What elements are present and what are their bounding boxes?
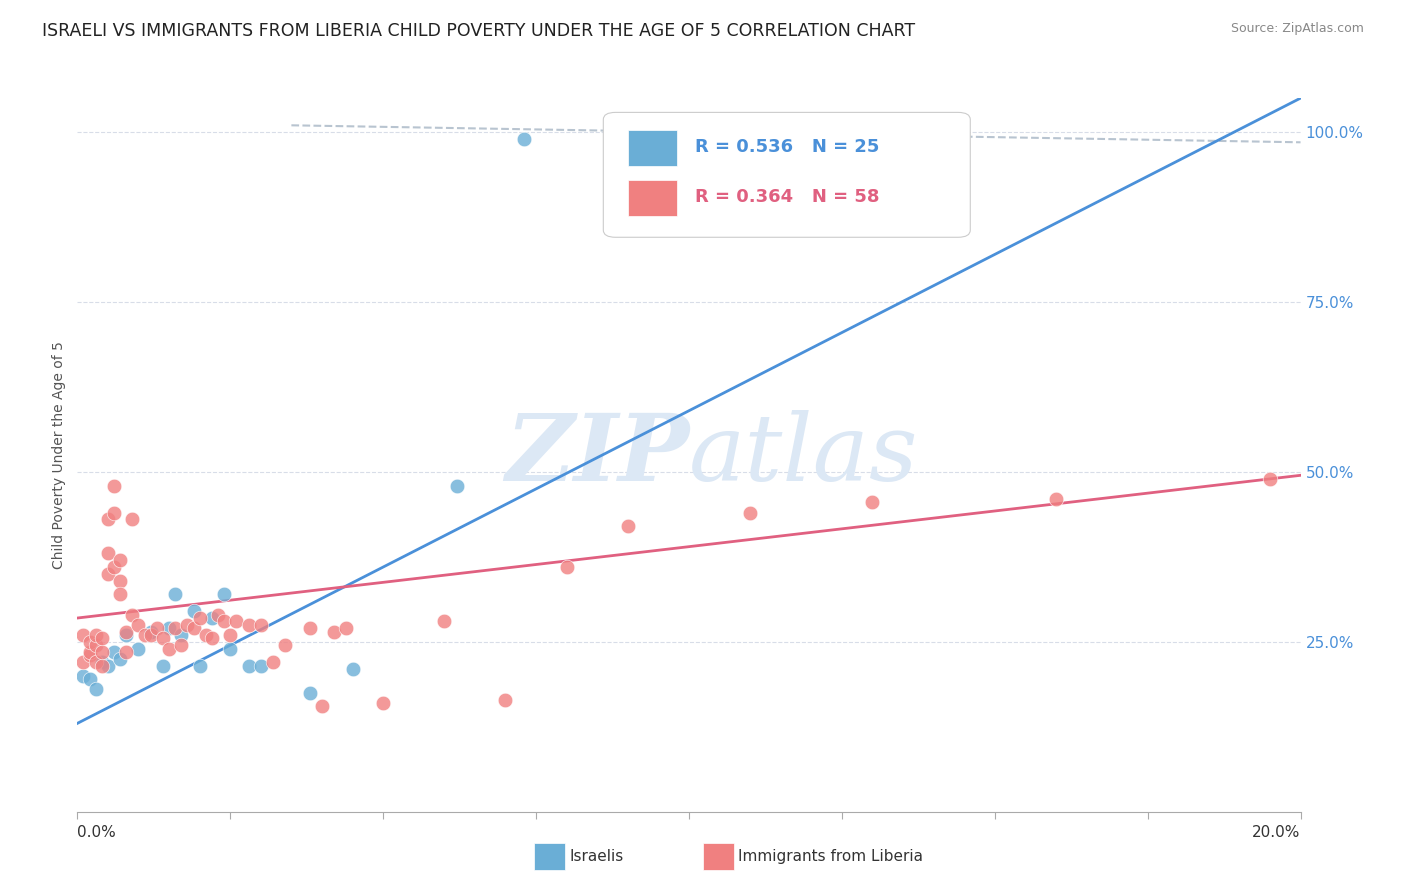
Point (103, 560, 125, 574)
Point (170, 628, 193, 642)
Point (121, 607, 143, 622)
Text: Immigrants from Liberia: Immigrants from Liberia (738, 849, 924, 863)
Point (311, 699, 333, 714)
Point (103, 506, 125, 520)
Text: ZIP: ZIP (505, 410, 689, 500)
Point (108, 553, 131, 567)
Point (139, 624, 162, 639)
Point (79, 635, 101, 649)
Point (152, 632, 174, 646)
Point (335, 621, 357, 635)
Point (513, 132, 536, 146)
Point (72, 628, 94, 642)
Point (250, 658, 273, 673)
Point (157, 621, 180, 635)
FancyBboxPatch shape (603, 112, 970, 237)
Point (183, 604, 205, 618)
Text: R = 0.364   N = 58: R = 0.364 N = 58 (695, 187, 880, 205)
Point (84, 655, 107, 669)
Point (108, 587, 131, 601)
Text: Source: ZipAtlas.com: Source: ZipAtlas.com (1230, 22, 1364, 36)
Point (176, 617, 198, 632)
Point (115, 628, 138, 642)
Point (90, 658, 112, 673)
Point (201, 632, 224, 646)
Point (219, 628, 242, 642)
Point (134, 628, 156, 642)
Point (194, 628, 217, 642)
Point (862, 495, 884, 509)
Text: R = 0.536   N = 25: R = 0.536 N = 25 (695, 137, 879, 155)
Point (97, 658, 120, 673)
Point (201, 611, 224, 625)
Point (115, 645, 138, 659)
Bar (628, 130, 676, 166)
Point (323, 624, 346, 639)
Point (139, 628, 162, 642)
Point (371, 696, 394, 710)
Point (157, 641, 180, 656)
Text: 20.0%: 20.0% (1253, 825, 1301, 840)
Point (262, 655, 284, 669)
Point (79, 672, 101, 686)
Point (225, 615, 247, 629)
Point (103, 478, 125, 492)
Point (207, 607, 229, 622)
Point (97, 546, 120, 560)
Point (342, 662, 364, 676)
Point (219, 641, 242, 656)
Point (298, 621, 321, 635)
Point (238, 617, 260, 632)
Point (188, 658, 211, 673)
Point (617, 519, 640, 533)
Point (90, 632, 112, 646)
Point (433, 615, 456, 629)
Point (127, 641, 149, 656)
Point (103, 645, 125, 659)
Point (250, 617, 273, 632)
Point (165, 587, 187, 601)
Point (183, 621, 205, 635)
Point (446, 478, 468, 492)
Text: 0.0%: 0.0% (77, 825, 117, 840)
Point (72, 655, 94, 669)
Point (740, 506, 762, 520)
Point (97, 566, 120, 581)
Point (495, 692, 517, 706)
Point (84, 638, 107, 652)
Point (212, 587, 235, 601)
Point (1258, 472, 1281, 486)
Point (97, 512, 120, 526)
Y-axis label: Child Poverty Under the Age of 5: Child Poverty Under the Age of 5 (52, 341, 66, 569)
Point (115, 624, 138, 639)
Text: atlas: atlas (689, 410, 918, 500)
Point (108, 652, 131, 666)
Point (79, 645, 101, 659)
Point (84, 628, 107, 642)
Point (127, 617, 149, 632)
Point (298, 686, 321, 700)
Point (79, 648, 101, 663)
Point (238, 658, 260, 673)
Bar (628, 180, 676, 216)
Point (90, 655, 112, 669)
Point (146, 621, 169, 635)
Point (165, 621, 187, 635)
Point (170, 638, 193, 652)
Point (1045, 492, 1067, 507)
Point (121, 512, 143, 526)
Point (108, 574, 131, 588)
Point (152, 658, 174, 673)
Point (555, 560, 578, 574)
Point (90, 645, 112, 659)
Point (84, 682, 107, 697)
Point (188, 611, 211, 625)
Point (212, 615, 235, 629)
Text: Israelis: Israelis (569, 849, 624, 863)
Point (274, 638, 297, 652)
Point (72, 669, 94, 683)
Text: ISRAELI VS IMMIGRANTS FROM LIBERIA CHILD POVERTY UNDER THE AGE OF 5 CORRELATION : ISRAELI VS IMMIGRANTS FROM LIBERIA CHILD… (42, 22, 915, 40)
